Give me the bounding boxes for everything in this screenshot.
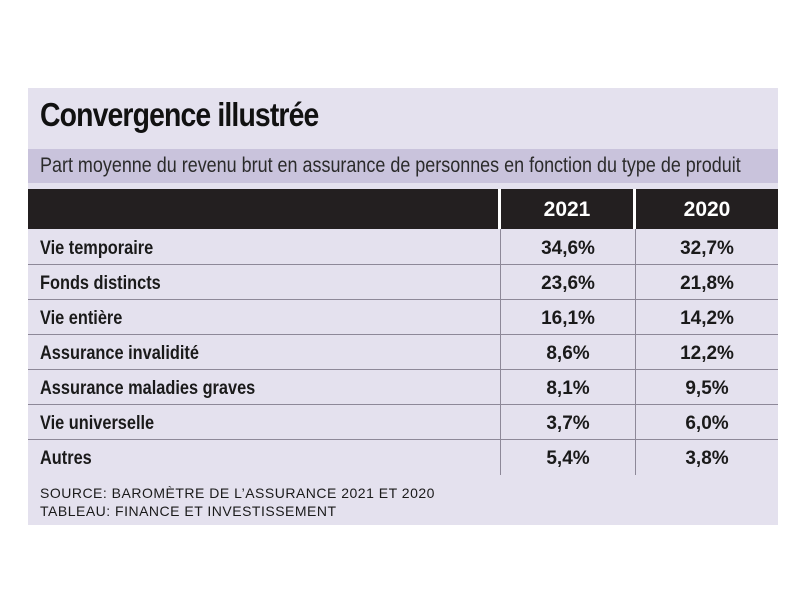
table-row: Vie universelle 3,7% 6,0% xyxy=(28,406,778,440)
cell-2021: 23,6% xyxy=(541,273,595,294)
table-row: Fonds distincts 23,6% 21,8% xyxy=(28,266,778,300)
cell-2021: 34,6% xyxy=(541,238,595,259)
cell-2020: 32,7% xyxy=(680,238,734,259)
row-divider xyxy=(28,264,778,265)
cell-2020: 12,2% xyxy=(680,343,734,364)
row-divider xyxy=(28,404,778,405)
table-row: Vie entière 16,1% 14,2% xyxy=(28,301,778,335)
row-label: Vie entière xyxy=(40,308,123,329)
source-line: SOURCE: BAROMÈTRE DE L’ASSURANCE 2021 ET… xyxy=(40,485,435,501)
table-row: Vie temporaire 34,6% 32,7% xyxy=(28,231,778,265)
row-label: Fonds distincts xyxy=(40,273,161,294)
header-separator xyxy=(633,189,636,229)
source-note: SOURCE: BAROMÈTRE DE L’ASSURANCE 2021 ET… xyxy=(40,484,435,520)
cell-2021: 8,1% xyxy=(546,378,590,399)
subtitle-bar: Part moyenne du revenu brut en assurance… xyxy=(28,149,778,183)
column-divider xyxy=(500,229,501,475)
row-divider xyxy=(28,369,778,370)
row-label: Autres xyxy=(40,448,92,469)
cell-2020: 9,5% xyxy=(685,378,729,399)
column-divider xyxy=(635,229,636,475)
table-row: Assurance maladies graves 8,1% 9,5% xyxy=(28,371,778,405)
cell-2021: 3,7% xyxy=(546,413,590,434)
cell-2021: 16,1% xyxy=(541,308,595,329)
row-divider xyxy=(28,439,778,440)
table-header-row: 2021 2020 xyxy=(28,189,778,229)
cell-2021: 5,4% xyxy=(546,448,590,469)
credit-line: TABLEAU: FINANCE ET INVESTISSEMENT xyxy=(40,503,337,519)
table-subtitle: Part moyenne du revenu brut en assurance… xyxy=(40,154,741,177)
column-header-2021: 2021 xyxy=(543,198,591,221)
column-header-2020: 2020 xyxy=(683,198,731,221)
cell-2020: 21,8% xyxy=(680,273,734,294)
row-divider xyxy=(28,299,778,300)
cell-2021: 8,6% xyxy=(546,343,590,364)
cell-2020: 14,2% xyxy=(680,308,734,329)
table-title: Convergence illustrée xyxy=(40,96,319,133)
table-row: Assurance invalidité 8,6% 12,2% xyxy=(28,336,778,370)
row-label: Assurance invalidité xyxy=(40,343,199,364)
cell-2020: 3,8% xyxy=(685,448,729,469)
row-label: Vie universelle xyxy=(40,413,155,434)
row-divider xyxy=(28,334,778,335)
row-label: Vie temporaire xyxy=(40,238,154,259)
header-separator xyxy=(498,189,501,229)
table-panel: Convergence illustrée Part moyenne du re… xyxy=(28,88,778,525)
cell-2020: 6,0% xyxy=(685,413,729,434)
table-row: Autres 5,4% 3,8% xyxy=(28,441,778,475)
row-label: Assurance maladies graves xyxy=(40,378,256,399)
